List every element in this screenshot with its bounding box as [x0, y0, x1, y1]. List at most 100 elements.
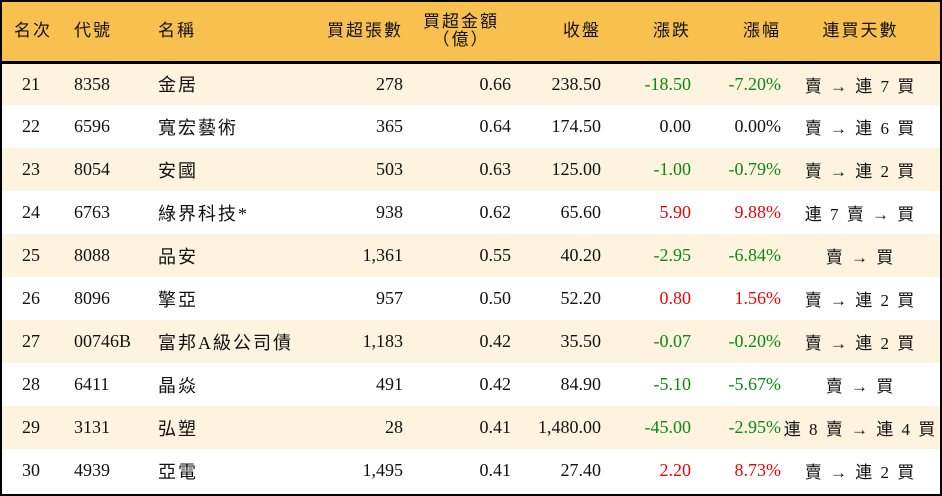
- table-row[interactable]: 29 3131 弘塑 28 0.41 1,480.00 -45.00 -2.95…: [2, 406, 940, 449]
- cell-close: 238.50: [551, 73, 602, 94]
- cell-net-buy-lots: 1,495: [362, 460, 404, 480]
- cell-code[interactable]: 3131: [74, 417, 110, 437]
- table-row[interactable]: 28 6411 晶焱 491 0.42 84.90 -5.10 -5.67% 賣…: [2, 363, 940, 406]
- cell-name[interactable]: 晶焱: [158, 375, 198, 396]
- cell-rank: 29: [22, 417, 40, 437]
- table-row[interactable]: 24 6763 綠界科技* 938 0.62 65.60 5.90 9.88% …: [2, 191, 940, 234]
- cell-close: 27.40: [560, 460, 602, 480]
- cell-name[interactable]: 亞電: [158, 461, 198, 482]
- cell-change: 5.90: [659, 202, 692, 222]
- table-row[interactable]: 26 8096 擎亞 957 0.50 52.20 0.80 1.56% 賣 →…: [2, 277, 940, 320]
- cell-close: 40.20: [560, 245, 602, 265]
- cell-net-buy-lots: 278: [376, 73, 403, 94]
- cell-close: 84.90: [560, 374, 602, 394]
- cell-streak: 賣 → 連 2 買: [804, 334, 917, 353]
- table-body: 21 8358 金居 278 0.66 238.50 -18.50 -7.20%…: [2, 62, 940, 492]
- cell-streak: 賣 → 買: [825, 248, 896, 267]
- cell-change: 0.00: [659, 116, 692, 136]
- cell-code[interactable]: 00746B: [74, 331, 132, 351]
- cell-code[interactable]: 8054: [74, 159, 110, 179]
- cell-streak: 賣 → 連 2 買: [804, 291, 917, 310]
- cell-net-buy-amount: 0.41: [479, 460, 512, 480]
- cell-streak: 連 8 賣 → 連 4 買: [783, 420, 938, 439]
- cell-net-buy-amount: 0.41: [479, 417, 512, 437]
- cell-net-buy-amount: 0.62: [479, 202, 512, 222]
- cell-rank: 24: [22, 202, 40, 222]
- header-streak[interactable]: 連買天數: [781, 2, 940, 64]
- cell-close: 35.50: [560, 331, 602, 351]
- cell-streak: 賣 → 連 2 買: [804, 162, 917, 181]
- cell-change-pct: 9.88%: [734, 202, 782, 222]
- cell-rank: 22: [22, 116, 40, 136]
- cell-name[interactable]: 金居: [158, 75, 198, 96]
- cell-code[interactable]: 8358: [74, 73, 110, 94]
- cell-code[interactable]: 6763: [74, 202, 110, 222]
- cell-rank: 23: [22, 159, 40, 179]
- cell-rank: 30: [22, 460, 40, 480]
- table-row[interactable]: 22 6596 寬宏藝術 365 0.64 174.50 0.00 0.00% …: [2, 105, 940, 148]
- cell-name[interactable]: 弘塑: [158, 418, 198, 439]
- cell-change-pct: -5.67%: [728, 374, 782, 394]
- header-net-buy-amount-line1: 買超金額: [423, 12, 499, 32]
- cell-net-buy-lots: 1,183: [362, 331, 404, 351]
- cell-name[interactable]: 品安: [158, 246, 198, 267]
- cell-net-buy-amount: 0.42: [479, 331, 512, 351]
- cell-net-buy-amount: 0.66: [479, 73, 512, 94]
- cell-change: 2.20: [659, 460, 692, 480]
- cell-name[interactable]: 富邦A級公司債: [158, 332, 293, 353]
- cell-name[interactable]: 安國: [158, 160, 198, 181]
- header-net-buy-amount[interactable]: 買超金額 （億）: [403, 2, 511, 64]
- cell-change-pct: 0.00%: [734, 116, 782, 136]
- table-row[interactable]: 23 8054 安國 503 0.63 125.00 -1.00 -0.79% …: [2, 148, 940, 191]
- header-change[interactable]: 漲跌: [601, 2, 691, 64]
- cell-code[interactable]: 8088: [74, 245, 110, 265]
- cell-change-pct: -6.84%: [728, 245, 782, 265]
- cell-code[interactable]: 6596: [74, 116, 110, 136]
- cell-change: -0.07: [653, 331, 692, 351]
- cell-net-buy-lots: 938: [376, 202, 403, 222]
- cell-net-buy-lots: 491: [376, 374, 403, 394]
- cell-close: 174.50: [551, 116, 602, 136]
- header-name[interactable]: 名稱: [158, 2, 298, 64]
- header-change-pct[interactable]: 漲幅: [691, 2, 781, 64]
- table-header: 名次 代號 名稱 買超張數 買超金額 （億） 收盤 漲跌 漲幅 連買天數: [2, 2, 940, 64]
- cell-name[interactable]: 寬宏藝術: [158, 117, 238, 138]
- header-code[interactable]: 代號: [74, 2, 158, 64]
- cell-code[interactable]: 4939: [74, 460, 110, 480]
- cell-net-buy-amount: 0.55: [479, 245, 512, 265]
- cell-net-buy-amount: 0.42: [479, 374, 512, 394]
- cell-streak: 連 7 賣 → 買: [804, 205, 917, 224]
- cell-streak: 賣 → 連 2 買: [804, 463, 917, 482]
- cell-change-pct: -2.95%: [728, 417, 782, 437]
- cell-name[interactable]: 綠界科技*: [158, 203, 249, 224]
- cell-rank: 27: [22, 331, 40, 351]
- cell-change: -2.95: [653, 245, 692, 265]
- cell-change-pct: -0.79%: [728, 159, 782, 179]
- table-row[interactable]: 27 00746B 富邦A級公司債 1,183 0.42 35.50 -0.07…: [2, 320, 940, 363]
- cell-change-pct: -7.20%: [728, 73, 782, 94]
- header-net-buy-lots[interactable]: 買超張數: [298, 2, 403, 64]
- cell-net-buy-amount: 0.64: [479, 116, 512, 136]
- cell-rank: 25: [22, 245, 40, 265]
- cell-net-buy-lots: 28: [385, 417, 403, 437]
- cell-rank: 21: [22, 73, 40, 94]
- cell-close: 65.60: [560, 202, 602, 222]
- cell-change: -45.00: [644, 417, 692, 437]
- cell-close: 125.00: [551, 159, 602, 179]
- header-rank[interactable]: 名次: [2, 2, 74, 64]
- cell-rank: 26: [22, 288, 40, 308]
- header-close[interactable]: 收盤: [511, 2, 601, 64]
- cell-change: -18.50: [644, 73, 692, 94]
- cell-code[interactable]: 8096: [74, 288, 110, 308]
- cell-change-pct: 8.73%: [734, 460, 782, 480]
- cell-name[interactable]: 擎亞: [158, 289, 198, 310]
- table-row[interactable]: 21 8358 金居 278 0.66 238.50 -18.50 -7.20%…: [2, 62, 940, 105]
- cell-net-buy-lots: 1,361: [362, 245, 404, 265]
- header-net-buy-amount-unit: （億）: [432, 30, 490, 50]
- cell-code[interactable]: 6411: [74, 374, 110, 394]
- table-row[interactable]: 25 8088 品安 1,361 0.55 40.20 -2.95 -6.84%…: [2, 234, 940, 277]
- cell-rank: 28: [22, 374, 40, 394]
- table-row[interactable]: 30 4939 亞電 1,495 0.41 27.40 2.20 8.73% 賣…: [2, 449, 940, 492]
